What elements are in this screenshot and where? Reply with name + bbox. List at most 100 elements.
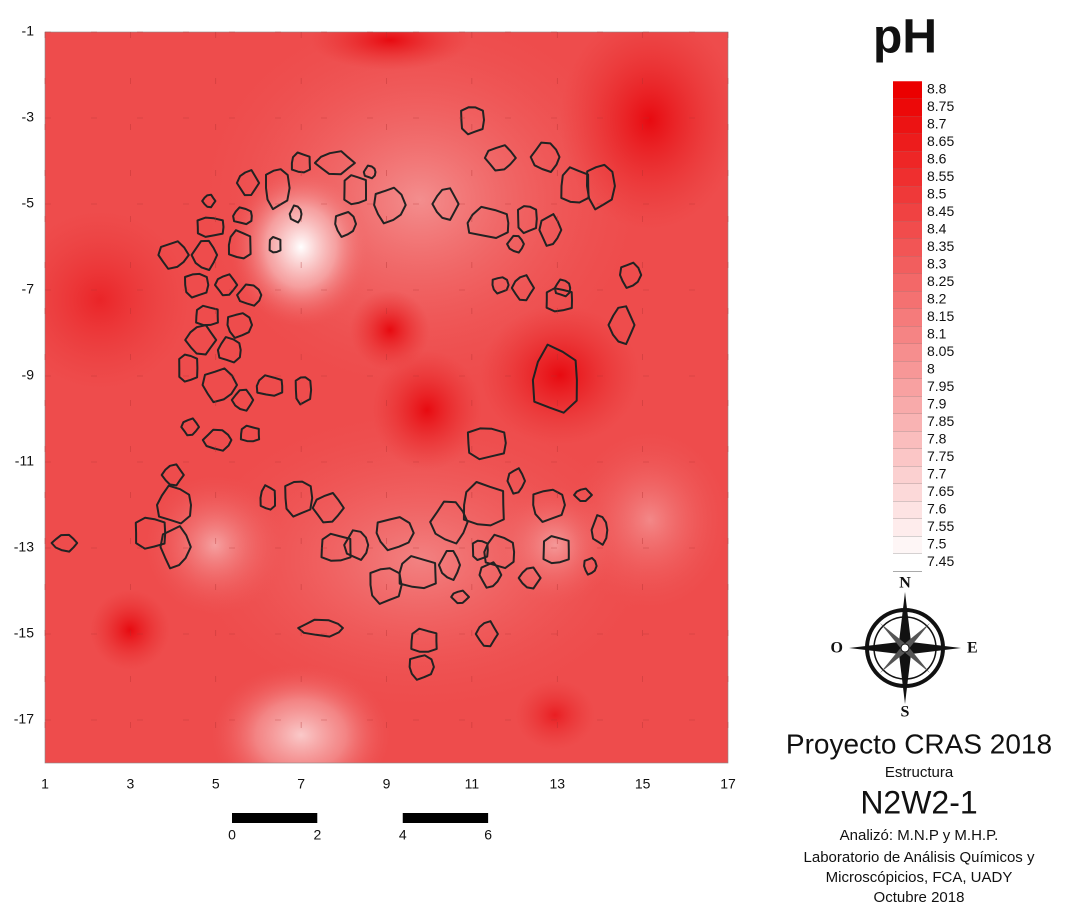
- stone-outline: [491, 276, 510, 295]
- stone-outline: [178, 353, 199, 383]
- stone-outline: [560, 166, 590, 204]
- legend-swatch: [893, 151, 922, 169]
- x-tick-label: 1: [41, 776, 49, 792]
- stone-outline: [284, 480, 314, 518]
- legend-swatch: [893, 203, 922, 222]
- stone-outline: [471, 539, 489, 561]
- stone-outline: [590, 514, 609, 546]
- legend-swatch: [893, 553, 922, 572]
- legend-label: 7.85: [927, 413, 954, 429]
- legend-swatch: [893, 273, 922, 292]
- stone-outline: [226, 312, 253, 339]
- x-tick-label: 11: [465, 776, 480, 792]
- legend-swatch: [893, 168, 922, 187]
- stone-outline: [196, 216, 225, 238]
- stone-outline: [437, 550, 461, 581]
- stone-outline: [538, 213, 563, 247]
- stone-outline: [195, 304, 219, 327]
- legend-swatch: [893, 116, 922, 134]
- stone-outline: [583, 556, 598, 576]
- stone-outline: [235, 169, 261, 197]
- stone-outline: [517, 566, 542, 590]
- stone-outline: [462, 481, 505, 527]
- legend-swatch: [893, 133, 922, 152]
- y-tick-label: -17: [14, 711, 34, 727]
- legend-label: 7.9: [927, 396, 947, 412]
- stone-outline: [297, 618, 344, 638]
- stone-outline: [410, 627, 438, 653]
- legend-label: 8.75: [927, 98, 954, 114]
- legend-label: 8.55: [927, 168, 954, 184]
- legend-swatch: [893, 98, 922, 117]
- scale-label: 0: [228, 827, 236, 843]
- legend-label: 8.5: [927, 186, 947, 202]
- stone-outline: [180, 417, 200, 437]
- legend-label: 7.95: [927, 378, 954, 394]
- legend-swatch: [893, 326, 922, 344]
- analyst: Analizó: M.N.P y M.H.P.: [840, 827, 999, 844]
- ph-field: [45, 32, 728, 763]
- stone-outline: [362, 164, 377, 180]
- y-tick-label: -5: [22, 195, 35, 211]
- stone-outline: [542, 535, 570, 565]
- stone-outline: [466, 427, 507, 461]
- y-tick-label: -3: [22, 109, 35, 125]
- scale-segment: [317, 813, 403, 823]
- stone-outline: [294, 376, 313, 406]
- legend-label: 8.15: [927, 308, 954, 324]
- stone-outline: [474, 620, 499, 648]
- stone-outline: [184, 272, 210, 299]
- stone-outline: [216, 336, 242, 364]
- stone-outline: [429, 500, 469, 545]
- stone-outline: [265, 168, 291, 211]
- stone-outline: [506, 467, 526, 495]
- stone-outline: [450, 589, 470, 605]
- legend-swatch: [893, 221, 922, 239]
- legend-swatch: [893, 396, 922, 414]
- y-tick-label: -15: [14, 625, 34, 641]
- legend-label: 7.8: [927, 431, 947, 447]
- scale-segment: [402, 813, 489, 823]
- stone-outline: [466, 205, 510, 239]
- legend-swatch: [893, 256, 922, 274]
- legend-swatch: [893, 448, 922, 467]
- stone-outline: [619, 261, 643, 289]
- legend-label: 8.05: [927, 343, 954, 359]
- stone-outline: [343, 529, 370, 561]
- legend-swatch: [893, 343, 922, 362]
- legend-swatch: [893, 431, 922, 449]
- legend-label: 7.75: [927, 448, 954, 464]
- x-tick-label: 9: [383, 776, 391, 792]
- stone-outline: [157, 240, 190, 270]
- stone-outline: [431, 187, 460, 221]
- x-tick-label: 15: [635, 776, 651, 792]
- stone-outline: [259, 484, 276, 511]
- stone-outline: [531, 343, 578, 414]
- legend-label: 8: [927, 361, 935, 377]
- legend-swatch: [893, 466, 922, 484]
- legend-label: 8.1: [927, 326, 947, 342]
- stone-outline: [313, 150, 356, 176]
- legend-label: 8.8: [927, 81, 947, 97]
- stone-outline: [156, 484, 192, 525]
- stone-outline: [230, 388, 255, 412]
- stone-outline: [573, 487, 593, 502]
- stone-outline: [184, 324, 218, 356]
- legend-label: 8.35: [927, 238, 954, 254]
- stone-outline: [607, 305, 636, 346]
- structure-label: Estructura: [885, 764, 954, 781]
- legend-label: 8.7: [927, 116, 947, 132]
- legend-label: 8.25: [927, 273, 954, 289]
- structure: N2W2-1: [860, 784, 977, 820]
- stone-outline: [408, 654, 435, 681]
- y-tick-label: -11: [15, 453, 34, 469]
- legend-label: 8.4: [927, 221, 947, 237]
- stone-outline: [532, 488, 566, 523]
- stone-outline: [201, 193, 217, 209]
- stone-outline: [506, 234, 525, 254]
- stone-outline: [375, 516, 415, 552]
- scale-label: 2: [313, 827, 321, 843]
- stone-outline: [586, 163, 616, 211]
- stone-outline: [460, 106, 485, 136]
- x-tick-label: 7: [297, 776, 305, 792]
